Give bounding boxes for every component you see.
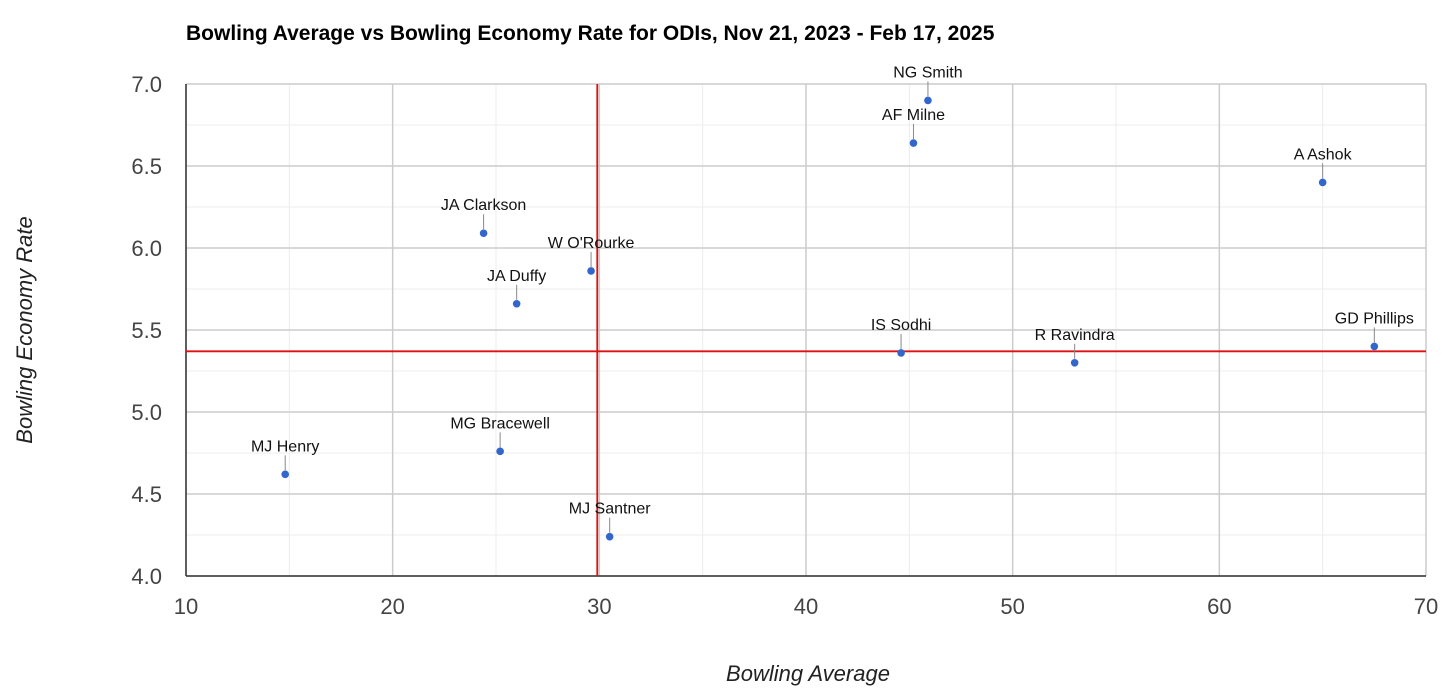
- y-tick-label: 5.5: [131, 318, 162, 343]
- chart-title: Bowling Average vs Bowling Economy Rate …: [186, 22, 995, 45]
- data-point-group: MG Bracewell: [450, 415, 550, 456]
- data-label: GD Phillips: [1335, 310, 1414, 327]
- x-tick-label: 50: [1000, 594, 1024, 619]
- x-tick-label: 30: [587, 594, 611, 619]
- data-label: R Ravindra: [1035, 327, 1115, 344]
- data-label: JA Duffy: [487, 268, 546, 285]
- data-point-group: AF Milne: [882, 107, 945, 147]
- data-label: MG Bracewell: [450, 415, 550, 432]
- data-point-group: MJ Santner: [569, 501, 651, 541]
- data-point[interactable]: [605, 532, 614, 541]
- y-tick-label: 6.5: [131, 154, 162, 179]
- data-point[interactable]: [1070, 359, 1079, 367]
- data-point-group: JA Duffy: [487, 268, 546, 308]
- grid: [185, 83, 1427, 577]
- y-tick-label: 7.0: [131, 72, 162, 97]
- data-point-group: NG Smith: [893, 64, 963, 105]
- data-points: NG Smith AF Milne A Ashok JA Clarkson W O'Ro…: [251, 64, 1414, 541]
- data-label: W O'Rourke: [548, 235, 635, 252]
- data-point-group: JA Clarkson: [441, 197, 526, 238]
- reference-lines: [186, 84, 1426, 576]
- x-tick-label: 10: [174, 594, 198, 619]
- data-point-group: GD Phillips: [1335, 310, 1414, 351]
- data-label: AF Milne: [882, 107, 945, 124]
- data-point[interactable]: [281, 470, 290, 479]
- x-tick-label: 60: [1207, 594, 1231, 619]
- y-tick-label: 4.0: [131, 564, 162, 589]
- x-tick-label: 20: [380, 594, 404, 619]
- data-point[interactable]: [496, 447, 504, 456]
- x-tick-label: 70: [1414, 594, 1438, 619]
- y-tick-label: 5.0: [131, 400, 162, 425]
- y-axis-title: Bowling Economy Rate: [12, 216, 37, 443]
- data-point-group: W O'Rourke: [548, 235, 635, 275]
- data-point[interactable]: [1370, 342, 1379, 351]
- y-tick-label: 4.5: [131, 482, 162, 507]
- tick-labels: 10 20 30 40 50 60 70 4.0 4.5 5.0 5.5 6.0 6.5 7.0: [131, 72, 1438, 619]
- data-point[interactable]: [909, 139, 918, 147]
- x-tick-label: 40: [794, 594, 818, 619]
- data-point-group: MJ Henry: [251, 438, 319, 479]
- data-point-group: R Ravindra: [1035, 327, 1115, 367]
- data-point[interactable]: [479, 229, 488, 238]
- data-point[interactable]: [924, 96, 932, 105]
- data-point[interactable]: [587, 267, 595, 275]
- data-label: NG Smith: [893, 64, 962, 81]
- x-axis-title: Bowling Average: [726, 661, 890, 686]
- data-point[interactable]: [512, 299, 521, 308]
- data-label: MJ Henry: [251, 438, 319, 455]
- data-point[interactable]: [1318, 178, 1327, 187]
- y-tick-label: 6.0: [131, 236, 162, 261]
- data-point[interactable]: [897, 349, 905, 357]
- data-label: A Ashok: [1294, 146, 1353, 163]
- data-label: IS Sodhi: [871, 317, 931, 334]
- data-label: MJ Santner: [569, 501, 651, 518]
- data-point-group: IS Sodhi: [871, 317, 931, 357]
- data-point-group: A Ashok: [1294, 146, 1353, 187]
- data-label: JA Clarkson: [441, 197, 526, 214]
